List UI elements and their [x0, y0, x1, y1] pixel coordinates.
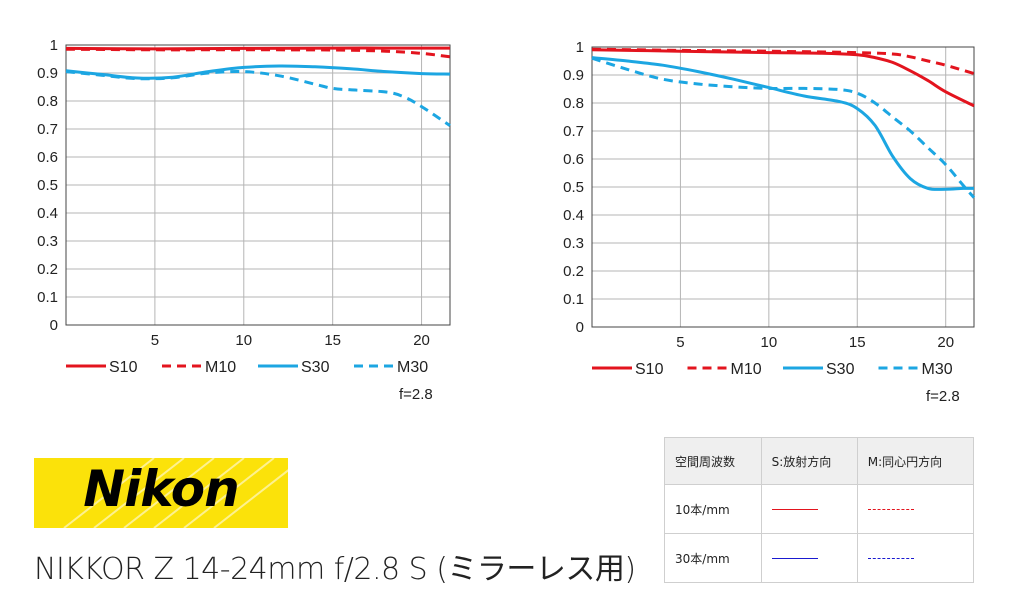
y-tick-label: 0.7 — [563, 123, 584, 140]
aperture-label-right: f=2.8 — [926, 388, 960, 405]
y-tick-label: 0.4 — [37, 205, 58, 222]
legend-table: 空間周波数 S:放射方向 M:同心円方向 10本/mm 30本/mm — [664, 437, 975, 583]
series-s30-line — [591, 56, 975, 191]
x-tick-label: 15 — [849, 334, 866, 351]
legend-table-header: 空間周波数 S:放射方向 M:同心円方向 — [664, 437, 975, 485]
swatch-s10 — [771, 509, 818, 510]
x-tick-label: 5 — [676, 334, 684, 351]
header-meridional: M:同心円方向 — [856, 437, 975, 485]
y-tick-label: 0.9 — [37, 65, 58, 82]
series-s10-line — [65, 46, 450, 51]
legend-label-m30: M30 — [922, 361, 953, 378]
y-tick-label: 0.2 — [563, 263, 584, 280]
y-tick-label: 0.8 — [37, 93, 58, 110]
x-tick-label: 10 — [761, 334, 778, 351]
legend-label-s10: S10 — [635, 361, 664, 378]
x-tick-label: 5 — [151, 332, 159, 349]
y-tick-label: 0.5 — [37, 177, 58, 194]
x-tick-label: 20 — [937, 334, 954, 351]
series-m30-line — [65, 69, 451, 127]
y-tick-label: 0.6 — [37, 149, 58, 166]
plot-frame — [65, 44, 451, 326]
y-tick-label: 1 — [576, 39, 584, 56]
swatch-s30 — [771, 558, 818, 559]
y-tick-label: 0.4 — [563, 207, 584, 224]
series-m30-line — [591, 56, 976, 199]
swatch-m10 — [867, 509, 914, 510]
aperture-label-left: f=2.8 — [399, 386, 433, 403]
y-tick-label: 0.8 — [563, 95, 584, 112]
swatch-cell — [856, 484, 975, 534]
y-tick-label: 0.9 — [563, 67, 584, 84]
y-tick-label: 0.5 — [563, 179, 584, 196]
row-label: 30本/mm — [664, 533, 762, 583]
y-tick-label: 0.3 — [563, 235, 584, 252]
swatch-cell — [760, 484, 858, 534]
swatch-cell — [856, 533, 975, 583]
lens-name: NIKKOR Z 14-24mm f/2.8 S (ミラーレス用) — [34, 552, 636, 587]
logo-text: Nikon — [83, 460, 239, 518]
y-tick-label: 0.7 — [37, 121, 58, 138]
series-s30-line — [65, 64, 451, 80]
series-m10-line — [65, 47, 451, 59]
nikon-logo: Nikon — [34, 458, 288, 528]
y-tick-label: 0.2 — [37, 261, 58, 278]
row-label: 10本/mm — [664, 484, 762, 534]
y-tick-label: 0.1 — [563, 291, 584, 308]
series-s10-line — [591, 48, 975, 108]
y-tick-label: 0.1 — [37, 289, 58, 306]
logo-stripes — [63, 458, 288, 528]
header-frequency: 空間周波数 — [664, 437, 762, 485]
series-m10-line — [591, 47, 975, 76]
legend-label-m10: M10 — [731, 361, 762, 378]
x-tick-label: 10 — [235, 332, 252, 349]
y-tick-label: 0 — [50, 317, 58, 334]
x-tick-label: 15 — [324, 332, 341, 349]
y-tick-label: 0.3 — [37, 233, 58, 250]
legend-label-s30: S30 — [826, 361, 855, 378]
swatch-m30 — [867, 558, 914, 559]
x-tick-label: 20 — [413, 332, 430, 349]
table-row: 10本/mm — [664, 484, 975, 534]
table-row: 30本/mm — [664, 533, 975, 583]
legend-label-m30: M30 — [397, 359, 428, 376]
header-sagittal: S:放射方向 — [760, 437, 858, 485]
swatch-cell — [760, 533, 858, 583]
legend-label-s10: S10 — [109, 359, 138, 376]
y-tick-label: 0 — [576, 319, 584, 336]
y-tick-label: 1 — [50, 37, 58, 54]
legend-label-m10: M10 — [205, 359, 236, 376]
legend-label-s30: S30 — [301, 359, 330, 376]
y-tick-label: 0.6 — [563, 151, 584, 168]
